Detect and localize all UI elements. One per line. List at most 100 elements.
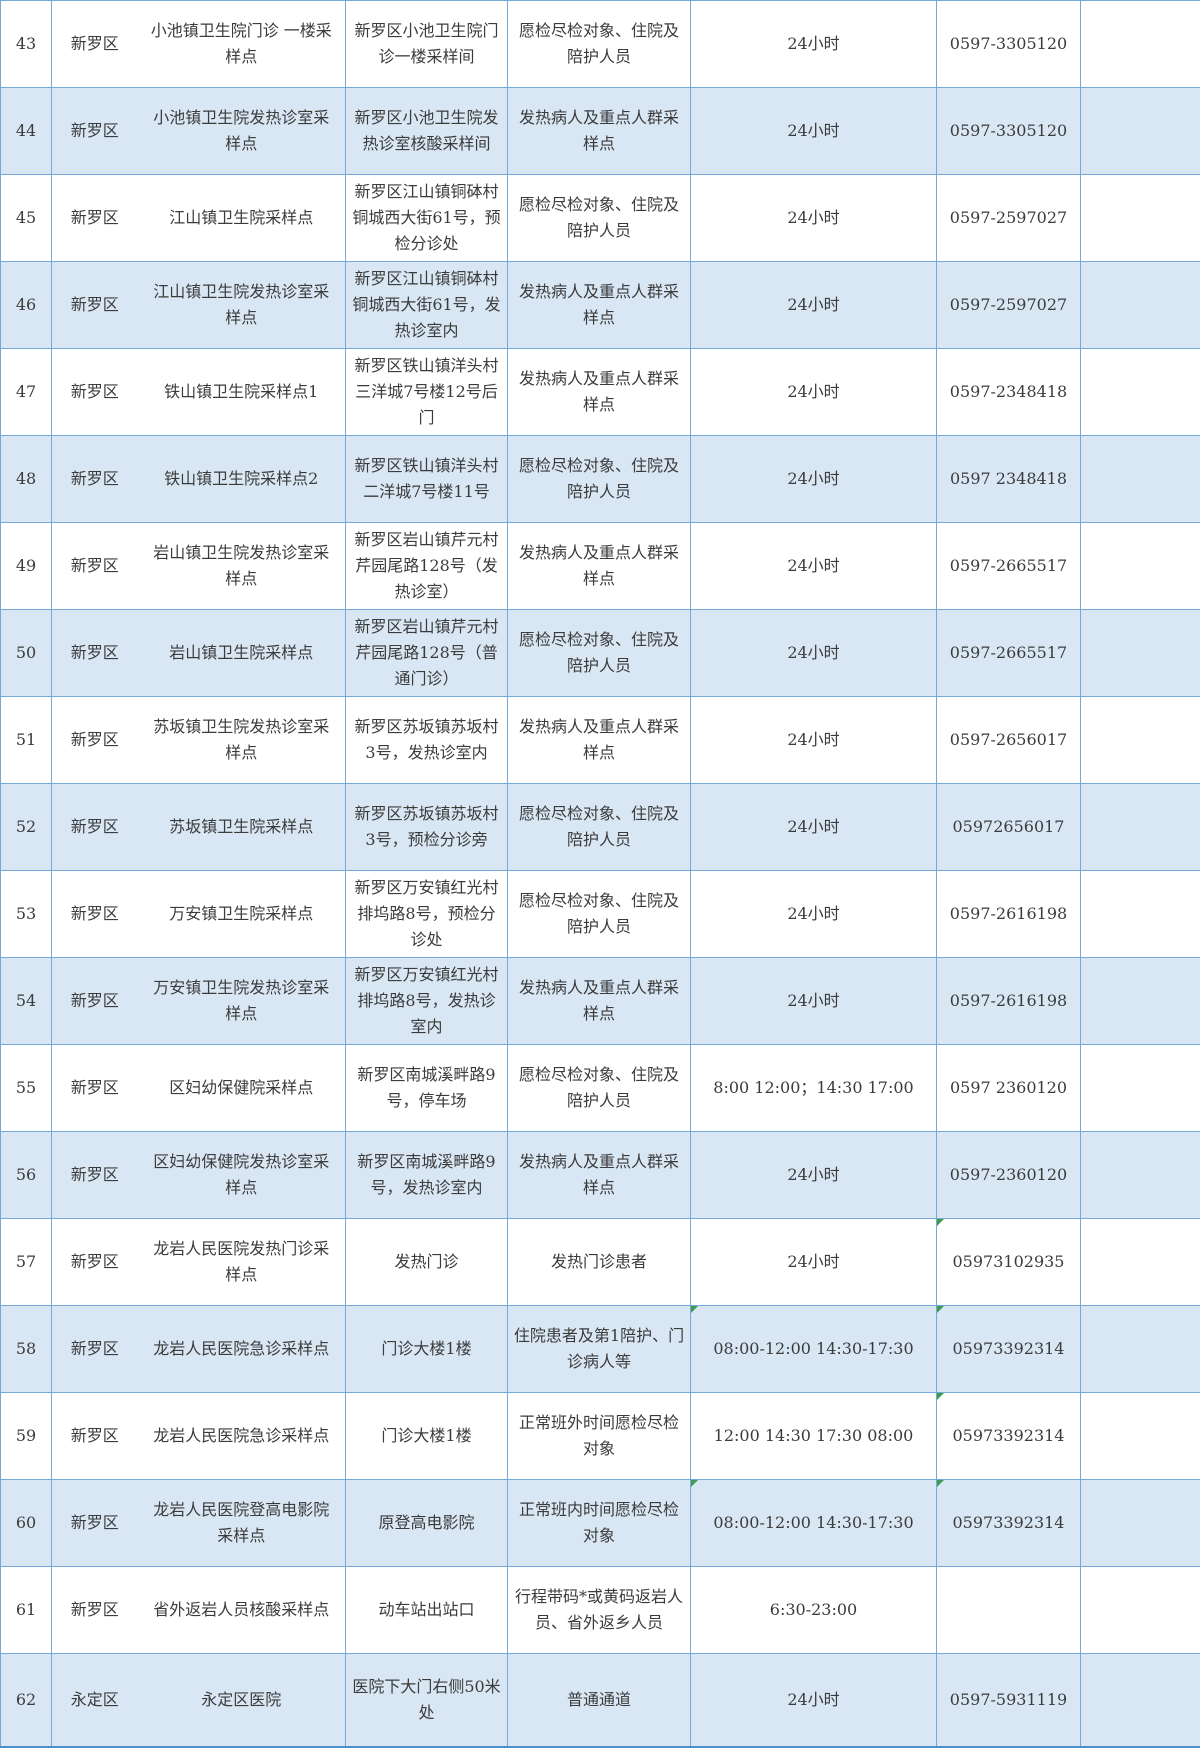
hours-cell-text: 24小时 bbox=[787, 991, 839, 1010]
population-cell-text: 愿检尽检对象、住院及陪护人员 bbox=[519, 891, 679, 936]
district-cell: 新罗区 bbox=[52, 88, 138, 175]
site-name-cell-text: 万安镇卫生院发热诊室采样点 bbox=[153, 978, 329, 1023]
blank-cell bbox=[1081, 1567, 1200, 1654]
population-cell-text: 正常班内时间愿检尽检对象 bbox=[519, 1500, 679, 1545]
population-cell: 行程带码*或黄码返岩人员、省外返乡人员 bbox=[508, 1567, 691, 1654]
population-cell-text: 发热病人及重点人群采样点 bbox=[519, 108, 679, 153]
row-number-cell-text: 58 bbox=[16, 1339, 36, 1358]
population-cell-text: 愿检尽检对象、住院及陪护人员 bbox=[519, 630, 679, 675]
address-cell: 新罗区苏坂镇苏坂村3号，发热诊室内 bbox=[346, 697, 508, 784]
population-cell-text: 愿检尽检对象、住院及陪护人员 bbox=[519, 1065, 679, 1110]
site-name-cell: 省外返岩人员核酸采样点 bbox=[138, 1567, 346, 1654]
row-number-cell-text: 60 bbox=[16, 1513, 36, 1532]
hours-cell-text: 24小时 bbox=[787, 1252, 839, 1271]
phone-cell-text: 05972656017 bbox=[953, 817, 1065, 836]
blank-cell bbox=[1081, 1219, 1200, 1306]
row-number-cell-text: 49 bbox=[16, 556, 36, 575]
row-number-cell-text: 62 bbox=[16, 1690, 36, 1709]
row-number-cell: 45 bbox=[1, 175, 52, 262]
district-cell: 新罗区 bbox=[52, 436, 138, 523]
hours-cell: 24小时 bbox=[691, 175, 937, 262]
phone-cell: 05973102935 bbox=[937, 1219, 1081, 1306]
site-name-cell: 永定区医院 bbox=[138, 1654, 346, 1747]
population-cell: 发热病人及重点人群采样点 bbox=[508, 958, 691, 1045]
phone-cell-text: 05973392314 bbox=[953, 1426, 1065, 1445]
row-number-cell-text: 44 bbox=[16, 121, 36, 140]
population-cell-text: 普通通道 bbox=[567, 1690, 631, 1709]
address-cell-text: 新罗区江山镇铜砵村铜城西大街61号，预检分诊处 bbox=[352, 182, 500, 253]
hours-cell-text: 12:00 14:30 17:30 08:00 bbox=[714, 1426, 914, 1445]
hours-cell: 24小时 bbox=[691, 1219, 937, 1306]
row-number-cell-text: 52 bbox=[16, 817, 36, 836]
site-name-cell: 区妇幼保健院发热诊室采样点 bbox=[138, 1132, 346, 1219]
population-cell: 愿检尽检对象、住院及陪护人员 bbox=[508, 871, 691, 958]
site-name-cell-text: 龙岩人民医院急诊采样点 bbox=[153, 1426, 329, 1445]
district-cell: 新罗区 bbox=[52, 1045, 138, 1132]
district-cell-text: 新罗区 bbox=[71, 382, 119, 401]
green-corner-flag-icon bbox=[937, 1219, 944, 1226]
row-number-cell: 59 bbox=[1, 1393, 52, 1480]
phone-cell: 05973392314 bbox=[937, 1480, 1081, 1567]
address-cell: 新罗区南城溪畔路9号，发热诊室内 bbox=[346, 1132, 508, 1219]
site-name-cell: 岩山镇卫生院采样点 bbox=[138, 610, 346, 697]
district-cell-text: 新罗区 bbox=[71, 34, 119, 53]
row-number-cell: 60 bbox=[1, 1480, 52, 1567]
population-cell-text: 发热病人及重点人群采样点 bbox=[519, 978, 679, 1023]
site-name-cell-text: 铁山镇卫生院采样点1 bbox=[164, 382, 318, 401]
population-cell: 普通通道 bbox=[508, 1654, 691, 1747]
phone-cell-text: 0597-2665517 bbox=[950, 643, 1067, 662]
site-name-cell-text: 苏坂镇卫生院发热诊室采样点 bbox=[153, 717, 329, 762]
district-cell: 新罗区 bbox=[52, 1219, 138, 1306]
population-cell-text: 愿检尽检对象、住院及陪护人员 bbox=[519, 456, 679, 501]
blank-cell bbox=[1081, 262, 1200, 349]
address-cell-text: 新罗区万安镇红光村排坞路8号，发热诊室内 bbox=[354, 965, 498, 1036]
district-cell-text: 新罗区 bbox=[71, 1513, 119, 1532]
site-name-cell-text: 龙岩人民医院登高电影院采样点 bbox=[153, 1500, 329, 1545]
row-number-cell-text: 43 bbox=[16, 34, 36, 53]
hours-cell-text: 24小时 bbox=[787, 904, 839, 923]
district-cell-text: 新罗区 bbox=[71, 469, 119, 488]
row-number-cell: 47 bbox=[1, 349, 52, 436]
green-corner-flag-icon bbox=[937, 1393, 944, 1400]
hours-cell: 6:30-23:00 bbox=[691, 1567, 937, 1654]
hours-cell: 8:00 12:00；14:30 17:00 bbox=[691, 1045, 937, 1132]
site-name-cell-text: 苏坂镇卫生院采样点 bbox=[169, 817, 313, 836]
population-cell: 正常班外时间愿检尽检对象 bbox=[508, 1393, 691, 1480]
district-cell-text: 新罗区 bbox=[71, 121, 119, 140]
hours-cell-text: 6:30-23:00 bbox=[770, 1600, 857, 1619]
address-cell-text: 新罗区铁山镇洋头村二洋城7号楼11号 bbox=[354, 456, 498, 501]
row-number-cell: 55 bbox=[1, 1045, 52, 1132]
phone-cell: 05973392314 bbox=[937, 1393, 1081, 1480]
row-number-cell: 48 bbox=[1, 436, 52, 523]
green-corner-flag-icon bbox=[691, 1306, 698, 1313]
population-cell: 愿检尽检对象、住院及陪护人员 bbox=[508, 610, 691, 697]
hours-cell: 24小时 bbox=[691, 523, 937, 610]
address-cell: 新罗区岩山镇芹元村芹园尾路128号（普通门诊） bbox=[346, 610, 508, 697]
row-number-cell-text: 46 bbox=[16, 295, 36, 314]
district-cell: 新罗区 bbox=[52, 1567, 138, 1654]
blank-cell bbox=[1081, 1306, 1200, 1393]
population-cell-text: 愿检尽检对象、住院及陪护人员 bbox=[519, 804, 679, 849]
address-cell-text: 新罗区苏坂镇苏坂村3号，预检分诊旁 bbox=[354, 804, 498, 849]
hours-cell: 24小时 bbox=[691, 871, 937, 958]
hours-cell: 24小时 bbox=[691, 262, 937, 349]
blank-cell bbox=[1081, 1393, 1200, 1480]
population-cell: 发热病人及重点人群采样点 bbox=[508, 88, 691, 175]
hours-cell-text: 24小时 bbox=[787, 1165, 839, 1184]
row-number-cell-text: 56 bbox=[16, 1165, 36, 1184]
address-cell: 门诊大楼1楼 bbox=[346, 1393, 508, 1480]
population-cell: 愿检尽检对象、住院及陪护人员 bbox=[508, 436, 691, 523]
district-cell-text: 新罗区 bbox=[71, 991, 119, 1010]
address-cell: 发热门诊 bbox=[346, 1219, 508, 1306]
phone-cell-text: 05973392314 bbox=[953, 1339, 1065, 1358]
hours-cell: 24小时 bbox=[691, 1, 937, 88]
blank-cell bbox=[1081, 1132, 1200, 1219]
hours-cell: 24小时 bbox=[691, 1654, 937, 1747]
blank-cell bbox=[1081, 958, 1200, 1045]
hours-cell-text: 24小时 bbox=[787, 643, 839, 662]
